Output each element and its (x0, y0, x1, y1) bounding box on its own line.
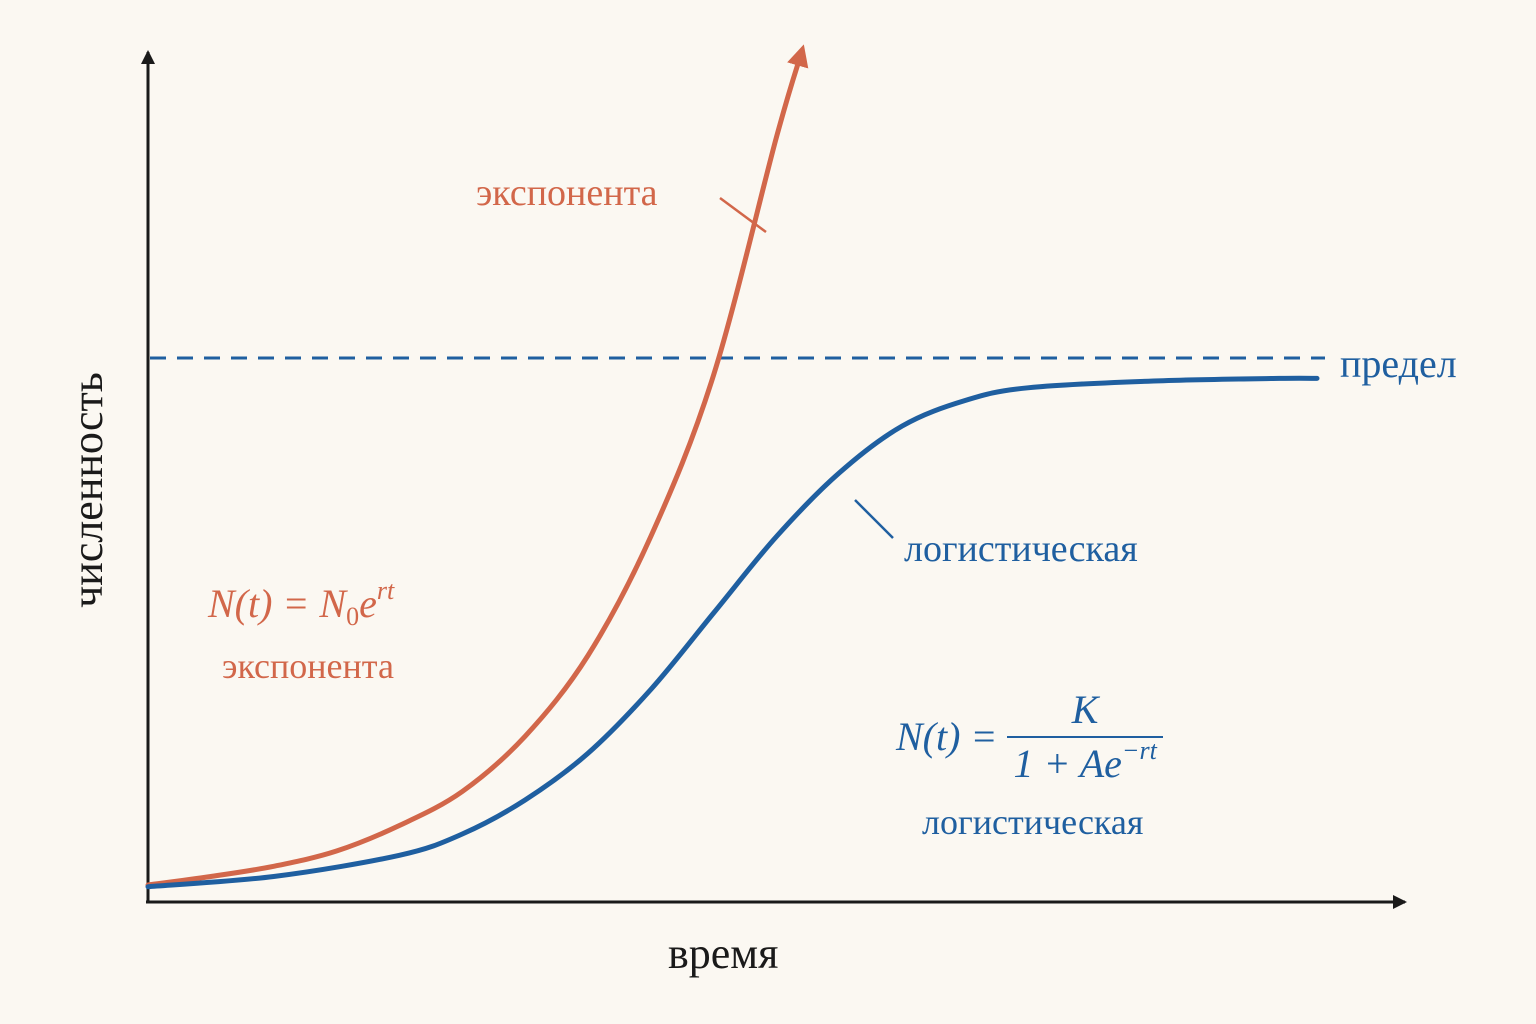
exp-label-leader (719, 196, 767, 234)
exp-formula-caption: экспонента (222, 646, 394, 686)
x-axis-label: время (668, 929, 779, 978)
exp-formula: N(t) = N0ert (208, 576, 395, 631)
exponential-curve (145, 44, 809, 888)
limit-label: предел (1340, 341, 1457, 386)
log-label-leader (854, 499, 894, 539)
log-formula-caption: логистическая (922, 802, 1144, 842)
y-axis-label: численность (63, 372, 112, 608)
exp-curve-label: экспонента (476, 172, 658, 214)
log-curve-label: логистическая (904, 528, 1138, 570)
logistic-curve (145, 375, 1320, 890)
